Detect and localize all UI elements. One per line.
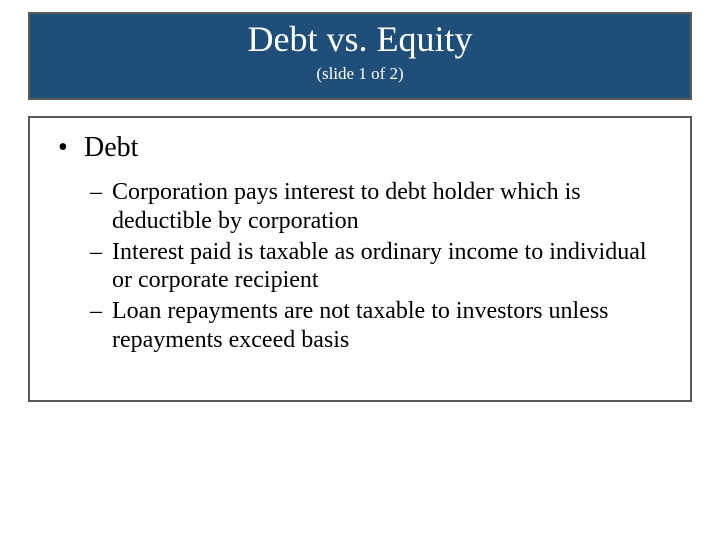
bullet-level2: Interest paid is taxable as ordinary inc… (90, 238, 670, 296)
bullet-level1: Debt (56, 132, 670, 164)
slide: Debt vs. Equity (slide 1 of 2) Debt Corp… (0, 0, 720, 540)
bullet-level2: Loan repayments are not taxable to inves… (90, 297, 670, 355)
slide-subtitle: (slide 1 of 2) (30, 64, 690, 84)
bullet-level2: Corporation pays interest to debt holder… (90, 178, 670, 236)
body-box: Debt Corporation pays interest to debt h… (28, 116, 692, 402)
title-box: Debt vs. Equity (slide 1 of 2) (28, 12, 692, 100)
slide-title: Debt vs. Equity (30, 20, 690, 60)
